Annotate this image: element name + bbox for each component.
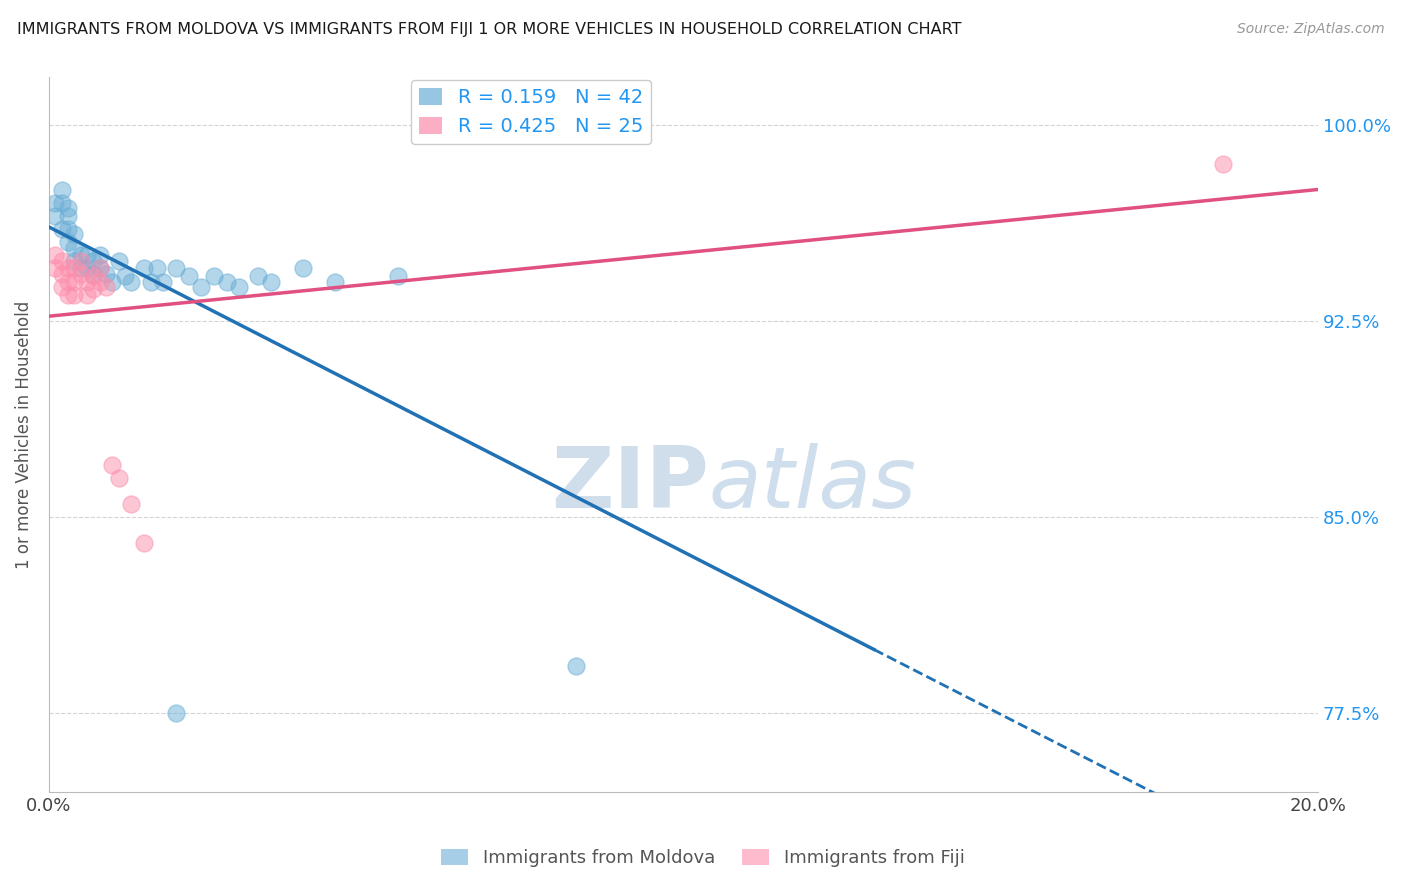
Point: [114, 269, 136, 284]
Point: [82, 269, 104, 284]
Point: [323, 275, 346, 289]
Point: [76, 261, 98, 276]
Text: atlas: atlas: [709, 443, 917, 526]
Point: [228, 279, 250, 293]
Y-axis label: 1 or more Vehicles in Household: 1 or more Vehicles in Household: [15, 301, 32, 569]
Point: [215, 275, 238, 289]
Point: [190, 279, 212, 293]
Legend: Immigrants from Moldova, Immigrants from Fiji: Immigrants from Moldova, Immigrants from…: [434, 841, 972, 874]
Point: [69, 267, 91, 281]
Point: [56, 222, 79, 236]
Point: [56, 275, 79, 289]
Point: [107, 253, 129, 268]
Point: [165, 261, 187, 276]
Point: [63, 227, 86, 242]
Text: IMMIGRANTS FROM MOLDOVA VS IMMIGRANTS FROM FIJI 1 OR MORE VEHICLES IN HOUSEHOLD : IMMIGRANTS FROM MOLDOVA VS IMMIGRANTS FR…: [17, 22, 962, 37]
Point: [177, 269, 200, 284]
Point: [82, 282, 104, 296]
Point: [56, 209, 79, 223]
Point: [101, 275, 124, 289]
Point: [94, 279, 117, 293]
Text: Source: ZipAtlas.com: Source: ZipAtlas.com: [1237, 22, 1385, 37]
Point: [76, 287, 98, 301]
Legend: R = 0.159   N = 42, R = 0.425   N = 25: R = 0.159 N = 42, R = 0.425 N = 25: [412, 80, 651, 144]
Point: [260, 275, 283, 289]
Point: [134, 536, 156, 550]
Point: [247, 269, 270, 284]
Point: [51, 267, 73, 281]
Point: [152, 275, 174, 289]
Point: [56, 261, 79, 276]
Point: [51, 183, 73, 197]
Point: [291, 261, 314, 276]
Point: [76, 248, 98, 262]
Point: [121, 275, 143, 289]
Point: [56, 201, 79, 215]
Point: [139, 275, 162, 289]
Point: [107, 471, 129, 485]
Point: [63, 253, 86, 268]
Point: [69, 248, 91, 262]
Point: [76, 275, 98, 289]
Text: ZIP: ZIP: [551, 443, 709, 526]
Point: [63, 261, 86, 276]
Point: [146, 261, 169, 276]
Point: [89, 261, 111, 276]
Point: [564, 659, 586, 673]
Point: [44, 209, 66, 223]
Point: [63, 275, 86, 289]
Point: [101, 458, 124, 472]
Point: [387, 269, 409, 284]
Point: [51, 196, 73, 211]
Point: [51, 279, 73, 293]
Point: [121, 497, 143, 511]
Point: [63, 287, 86, 301]
Point: [165, 706, 187, 721]
Point: [202, 269, 225, 284]
Point: [89, 275, 111, 289]
Point: [51, 253, 73, 268]
Point: [51, 222, 73, 236]
Point: [82, 253, 104, 268]
Point: [94, 267, 117, 281]
Point: [56, 235, 79, 250]
Point: [134, 261, 156, 276]
Point: [69, 253, 91, 268]
Point: [1212, 157, 1234, 171]
Point: [44, 261, 66, 276]
Point: [44, 196, 66, 211]
Point: [82, 267, 104, 281]
Point: [89, 261, 111, 276]
Point: [63, 240, 86, 254]
Point: [44, 248, 66, 262]
Point: [56, 287, 79, 301]
Point: [69, 261, 91, 276]
Point: [89, 248, 111, 262]
